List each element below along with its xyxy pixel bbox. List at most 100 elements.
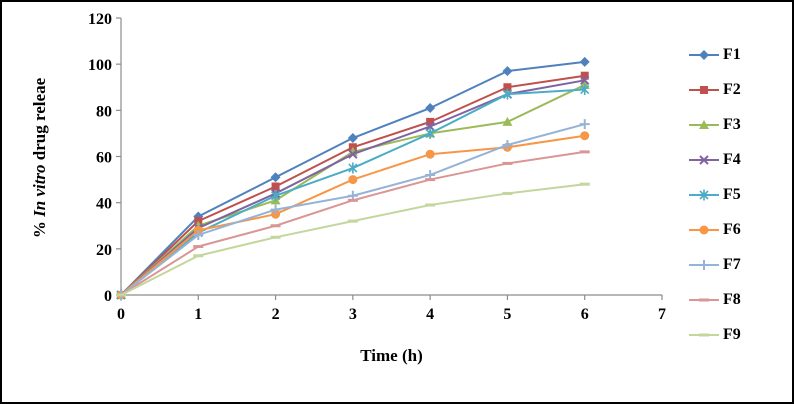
plus-marker	[502, 139, 513, 150]
square-marker	[271, 182, 280, 191]
star-marker	[348, 162, 358, 174]
y-tick-label: 80	[96, 103, 112, 120]
legend-swatch-diamond	[689, 50, 719, 60]
x-tick-label: 4	[426, 306, 434, 323]
dash-marker	[579, 182, 590, 186]
legend-label: F8	[723, 291, 741, 308]
dash-marker	[193, 245, 204, 249]
diamond-marker	[699, 50, 709, 60]
star-marker	[425, 127, 435, 139]
dash-marker	[270, 224, 281, 228]
series-line-F3	[120, 84, 586, 296]
star-marker	[580, 84, 590, 96]
dash-marker	[116, 293, 126, 297]
square-marker	[426, 117, 435, 126]
diamond-marker	[502, 66, 513, 77]
x-marker	[580, 75, 590, 86]
y-tick-label: 40	[96, 196, 112, 213]
y-axis-title-suffix: drug releae	[30, 77, 49, 165]
x-tick-label: 5	[503, 306, 511, 323]
legend-swatch-triangle	[689, 120, 719, 129]
dash-marker	[270, 235, 281, 239]
legend-label: F7	[723, 256, 741, 273]
y-axis-title-italic: In vitro	[30, 164, 49, 217]
y-axis-title-prefix: %	[30, 216, 49, 239]
y-tick-label: 0	[104, 288, 112, 305]
legend-item-F1: F1	[688, 46, 741, 64]
plus-marker	[193, 229, 204, 240]
x-tick-label: 6	[581, 306, 589, 323]
y-tick-label: 20	[96, 242, 112, 259]
legend-swatch-dash	[689, 333, 719, 337]
x-tick-label: 1	[194, 306, 202, 323]
legend-label: F2	[723, 81, 741, 98]
circle-marker	[348, 175, 358, 185]
legend-swatch-dash	[689, 298, 719, 302]
diamond-marker	[579, 56, 590, 67]
square-marker	[580, 71, 589, 80]
legend-swatch-x	[689, 155, 719, 165]
diamond-marker	[425, 103, 436, 114]
square-marker	[503, 83, 512, 92]
diamond-marker	[270, 172, 281, 183]
y-axis-title: % In vitro drug releae	[30, 78, 50, 238]
legend-label: F1	[723, 46, 741, 63]
plus-marker	[270, 204, 281, 215]
legend-label: F5	[723, 186, 741, 203]
triangle-marker	[502, 116, 513, 126]
dash-marker	[502, 161, 513, 165]
legend-item-F9: F9	[688, 326, 741, 344]
legend-swatch-star	[689, 189, 719, 201]
legend-swatch-circle	[689, 225, 719, 235]
x-axis-title: Time (h)	[360, 346, 423, 365]
dash-marker	[347, 219, 358, 223]
legend-item-F8: F8	[688, 291, 741, 309]
square-marker	[700, 86, 708, 94]
star-marker	[271, 190, 281, 202]
dash-marker	[193, 254, 204, 258]
series-line-F2	[120, 74, 585, 296]
legend-item-F3: F3	[688, 116, 741, 134]
legend: F1 F2 F3 F4 F5 F6 F7 F8 F9	[688, 46, 741, 344]
legend-item-F4: F4	[688, 151, 741, 169]
circle-marker	[425, 149, 435, 159]
diamond-marker	[347, 133, 358, 144]
legend-item-F5: F5	[688, 186, 741, 204]
series-line-F4	[120, 79, 585, 296]
x-tick-label: 3	[349, 306, 357, 323]
legend-item-F6: F6	[688, 221, 741, 239]
dash-marker	[425, 203, 436, 207]
dash-marker	[579, 150, 590, 154]
x-marker	[699, 155, 709, 165]
legend-item-F7: F7	[688, 256, 741, 274]
y-tick-label: 100	[88, 57, 112, 74]
x-tick-label: 0	[117, 306, 125, 323]
legend-label: F9	[723, 326, 741, 343]
legend-swatch-square	[689, 86, 719, 94]
star-marker	[699, 189, 709, 201]
dash-marker	[699, 298, 709, 302]
plus-marker	[699, 260, 709, 270]
legend-label: F6	[723, 221, 741, 238]
dash-marker	[425, 178, 436, 182]
dash-marker	[502, 191, 513, 195]
plus-marker	[579, 119, 590, 130]
triangle-marker	[699, 120, 709, 129]
x-marker	[348, 149, 358, 159]
dash-marker	[699, 333, 709, 337]
legend-label: F4	[723, 151, 741, 168]
star-marker	[502, 88, 512, 100]
y-tick-label: 60	[96, 150, 112, 167]
circle-marker	[580, 131, 590, 141]
circle-marker	[699, 225, 709, 235]
series-line-F6	[120, 134, 585, 296]
dash-marker	[347, 198, 358, 202]
legend-item-F2: F2	[688, 81, 741, 99]
y-tick-label: 120	[88, 11, 112, 28]
x-tick-label: 7	[658, 306, 666, 323]
legend-label: F3	[723, 116, 741, 133]
x-marker	[425, 121, 435, 132]
legend-swatch-plus	[689, 260, 719, 270]
